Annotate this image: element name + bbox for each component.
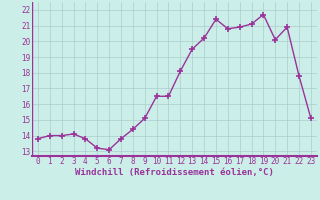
X-axis label: Windchill (Refroidissement éolien,°C): Windchill (Refroidissement éolien,°C) — [75, 168, 274, 177]
